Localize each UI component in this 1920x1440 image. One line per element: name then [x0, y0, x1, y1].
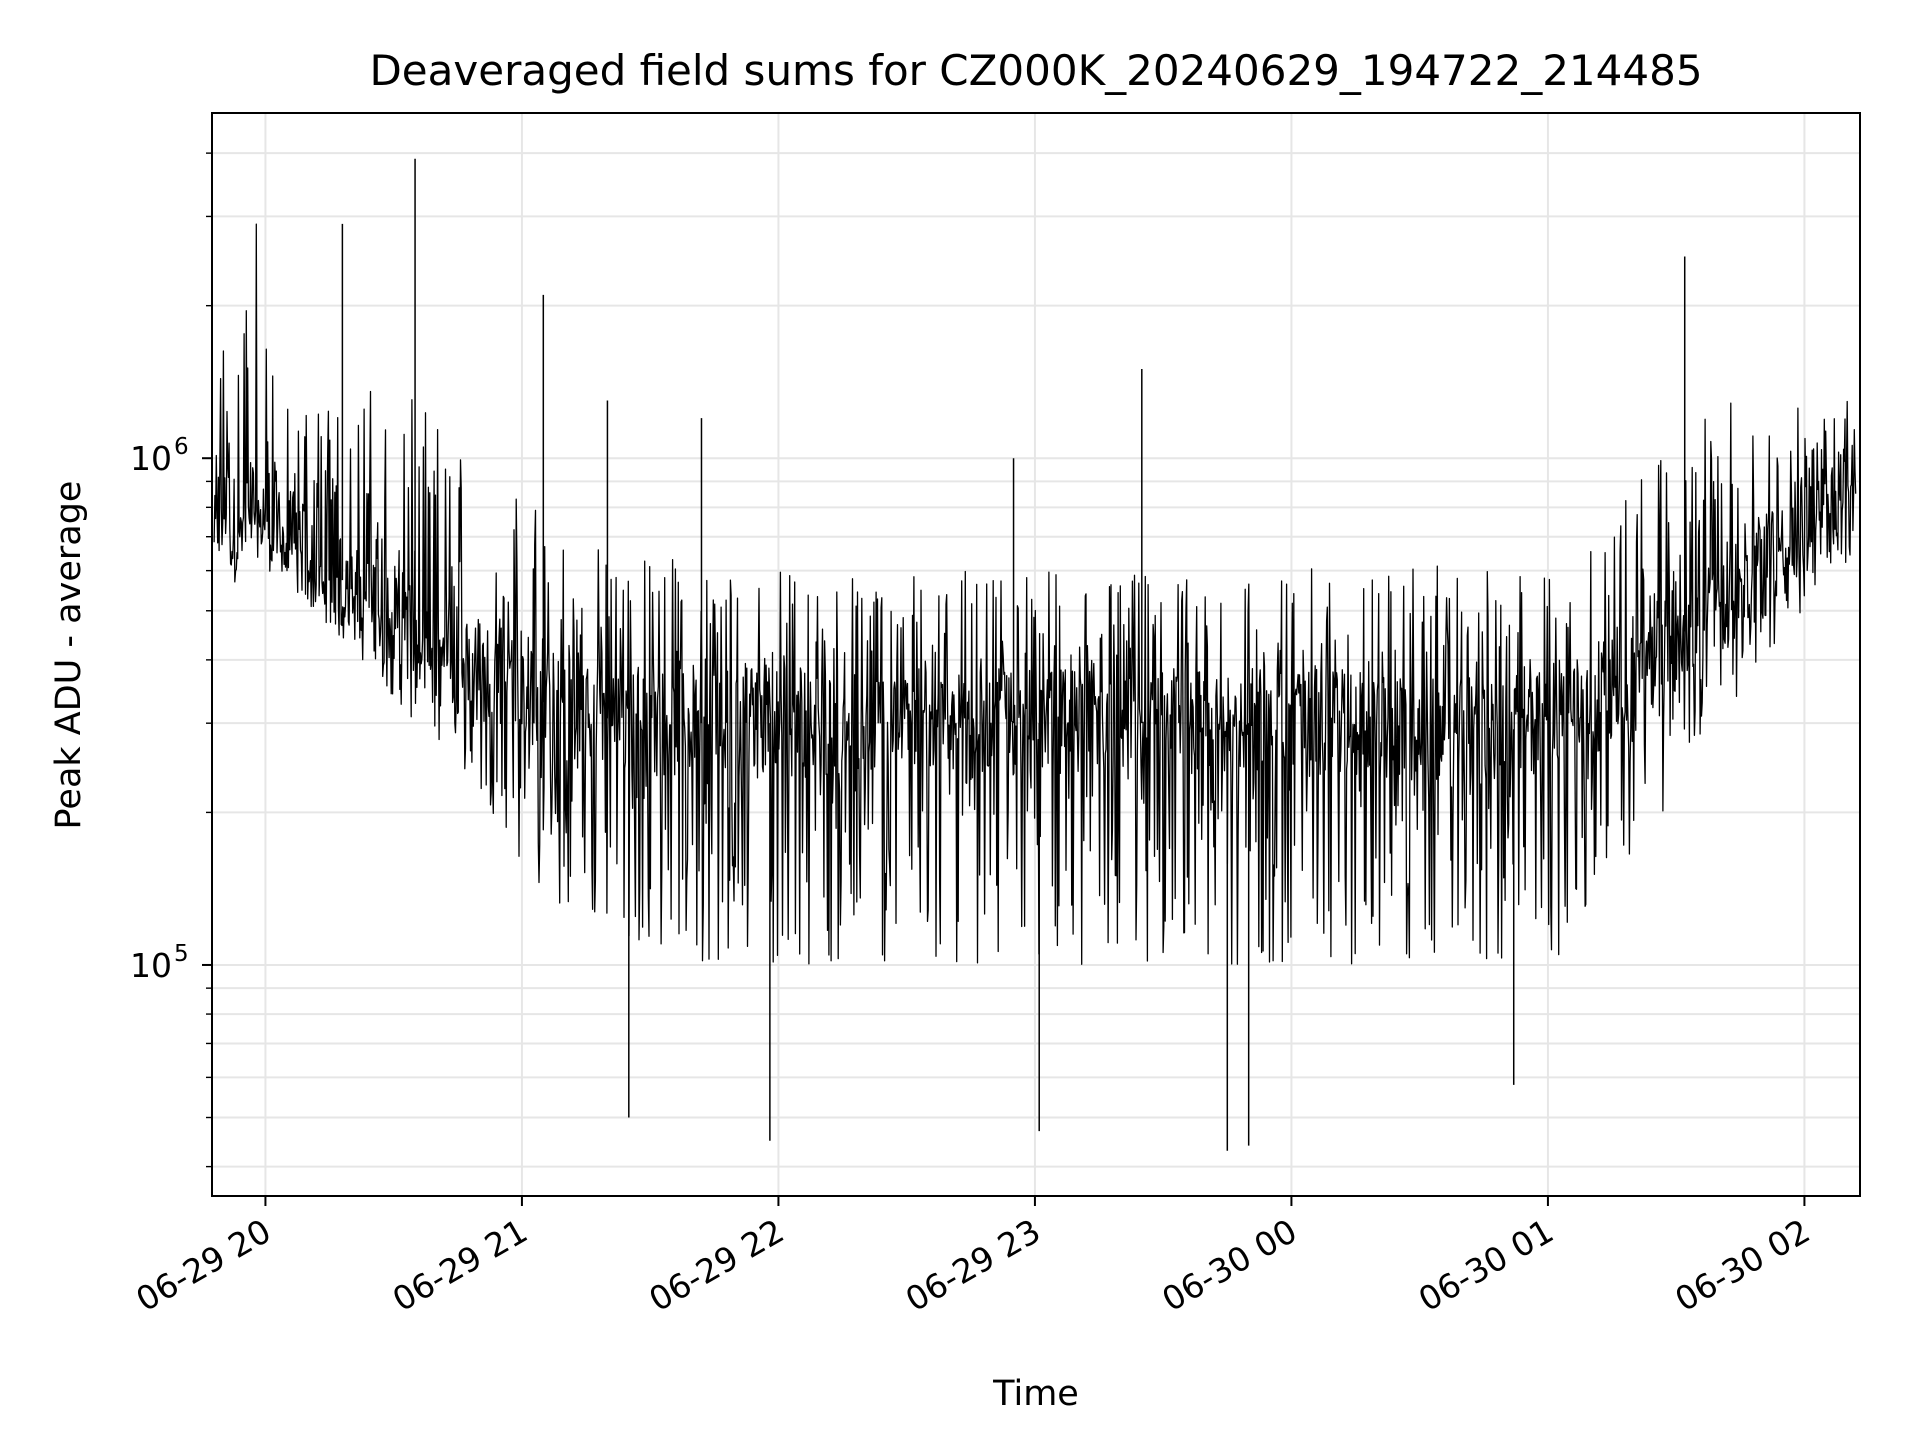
y-tick-label: 10: [130, 946, 172, 985]
x-axis-label: Time: [992, 1374, 1079, 1414]
plot-frame: [211, 112, 1861, 1197]
chart-title: Deaveraged field sums for CZ000K_2024062…: [369, 46, 1702, 95]
y-tick-exponent: 5: [174, 941, 189, 967]
series-path: [213, 223, 1857, 965]
grid: [212, 113, 1860, 1196]
y-tick-exponent: 6: [174, 434, 189, 460]
y-tick-label: 10: [130, 439, 172, 478]
y-axis-label: Peak ADU - average: [49, 481, 89, 830]
series-line: [213, 158, 1857, 1151]
